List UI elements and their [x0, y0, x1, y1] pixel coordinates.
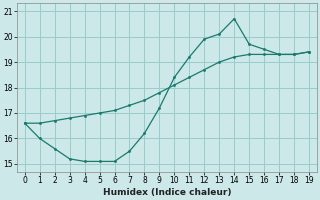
- X-axis label: Humidex (Indice chaleur): Humidex (Indice chaleur): [103, 188, 231, 197]
